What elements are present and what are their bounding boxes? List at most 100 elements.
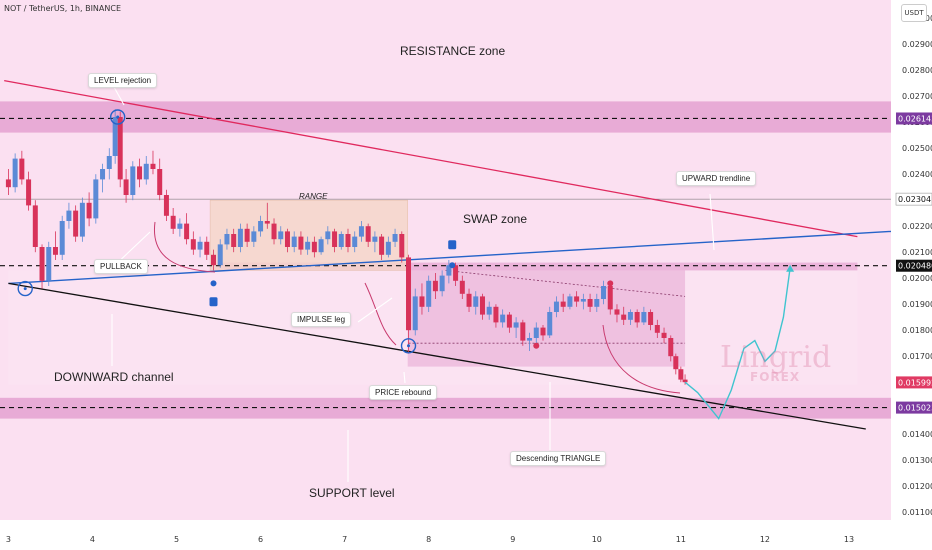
range-label: RANGE xyxy=(299,192,328,201)
candle-body xyxy=(278,231,284,240)
candle-body xyxy=(358,226,364,237)
candle-body xyxy=(345,234,351,247)
impulse-leg-label: IMPULSE leg xyxy=(291,312,352,327)
candle-body xyxy=(641,312,647,323)
candle-body xyxy=(130,166,136,195)
candle-body xyxy=(211,254,217,266)
label-pointer-line xyxy=(403,371,406,384)
candle-body xyxy=(627,312,633,320)
pivot-circle-marker xyxy=(109,109,126,125)
candle-body xyxy=(406,257,412,331)
candle-body xyxy=(244,228,250,242)
candle-body xyxy=(500,314,506,323)
candle-body xyxy=(26,179,32,206)
candle-body xyxy=(19,158,25,180)
candle-body xyxy=(513,322,519,328)
projection-path xyxy=(684,267,791,420)
candle-body xyxy=(237,228,243,247)
candle-body xyxy=(258,221,264,232)
price-rebound-label: PRICE rebound xyxy=(369,385,438,400)
touch-dot xyxy=(210,280,217,287)
price-tag-label: 0.023041 xyxy=(898,195,932,204)
downward-channel-label: DOWNWARD channel xyxy=(54,370,174,384)
candle-body xyxy=(372,236,378,242)
candle-body xyxy=(73,210,79,237)
candle-body xyxy=(533,327,539,338)
candle-body xyxy=(560,301,566,307)
pivot-dot xyxy=(116,115,120,119)
candle-body xyxy=(170,215,176,229)
brand-watermark: Lingrid FOREX xyxy=(720,340,831,384)
y-tick-label: 0.013000 xyxy=(902,456,932,465)
candle-body xyxy=(634,312,640,323)
candle-body xyxy=(284,231,290,247)
candle-body xyxy=(251,231,257,242)
time-axis-background xyxy=(0,520,891,550)
candle-body xyxy=(587,299,593,307)
candle-body xyxy=(540,327,546,336)
candle-body xyxy=(365,226,371,242)
symbol-header[interactable]: NOT / TetherUS, 1h, BINANCE xyxy=(4,4,122,13)
candle-body xyxy=(580,299,586,302)
x-tick-label: 4 xyxy=(90,535,95,544)
x-tick-label: 13 xyxy=(844,535,854,544)
candle-body xyxy=(32,205,38,247)
candle-body xyxy=(338,234,344,247)
swap-zone-label: SWAP zone xyxy=(463,212,528,226)
candle-body xyxy=(661,332,667,338)
candle-body xyxy=(217,244,223,266)
x-tick-label: 11 xyxy=(676,535,686,544)
candle-body xyxy=(648,312,654,325)
candle-body xyxy=(86,202,92,219)
candle-body xyxy=(112,117,118,156)
candle-body xyxy=(318,239,324,253)
x-tick-label: 9 xyxy=(510,535,515,544)
candle-body xyxy=(426,280,432,307)
x-tick-label: 7 xyxy=(342,535,347,544)
candle-body xyxy=(291,236,297,247)
pivot-dot xyxy=(407,344,411,348)
y-tick-label: 0.019000 xyxy=(902,300,932,309)
candle-body xyxy=(459,280,465,294)
y-tick-label: 0.024000 xyxy=(902,170,932,179)
candle-body xyxy=(432,280,438,292)
x-tick-label: 5 xyxy=(174,535,179,544)
candle-body xyxy=(123,179,129,195)
y-tick-label: 0.014000 xyxy=(902,430,932,439)
candle-body xyxy=(137,166,143,180)
candle-body xyxy=(197,241,203,250)
arrow-badge xyxy=(209,297,218,307)
candle-body xyxy=(439,275,445,292)
candle-body xyxy=(486,306,492,315)
price-tag-label: 0.015992 xyxy=(898,378,932,387)
candle-body xyxy=(392,234,398,242)
candle-body xyxy=(12,158,18,188)
touch-dot xyxy=(607,280,614,287)
x-tick-label: 8 xyxy=(426,535,431,544)
y-tick-label: 0.017000 xyxy=(902,352,932,361)
pivot-circle-marker xyxy=(17,280,33,297)
candle-body xyxy=(150,163,156,169)
candle-body xyxy=(466,293,472,307)
candle-body xyxy=(607,286,613,310)
candle-body xyxy=(184,223,190,240)
candle-body xyxy=(59,221,65,255)
currency-badge[interactable]: USDT xyxy=(901,4,927,22)
candle-body xyxy=(46,247,52,281)
candle-body xyxy=(621,314,627,320)
y-tick-label: 0.011000 xyxy=(902,508,932,517)
y-tick-label: 0.027000 xyxy=(902,92,932,101)
y-tick-label: 0.012000 xyxy=(902,482,932,491)
upward-trendline-label: UPWARD trendline xyxy=(676,171,757,186)
candle-body xyxy=(157,169,163,195)
candle-body xyxy=(601,286,607,299)
candle-body xyxy=(106,156,112,169)
candle-body xyxy=(379,236,385,255)
price-tag-label: 0.015023 xyxy=(898,404,932,413)
candle-body xyxy=(594,299,600,307)
candle-body xyxy=(79,202,85,237)
price-tag xyxy=(896,401,932,414)
pullback-label: PULLBACK xyxy=(94,259,148,274)
y-tick-label: 0.028000 xyxy=(902,66,932,75)
